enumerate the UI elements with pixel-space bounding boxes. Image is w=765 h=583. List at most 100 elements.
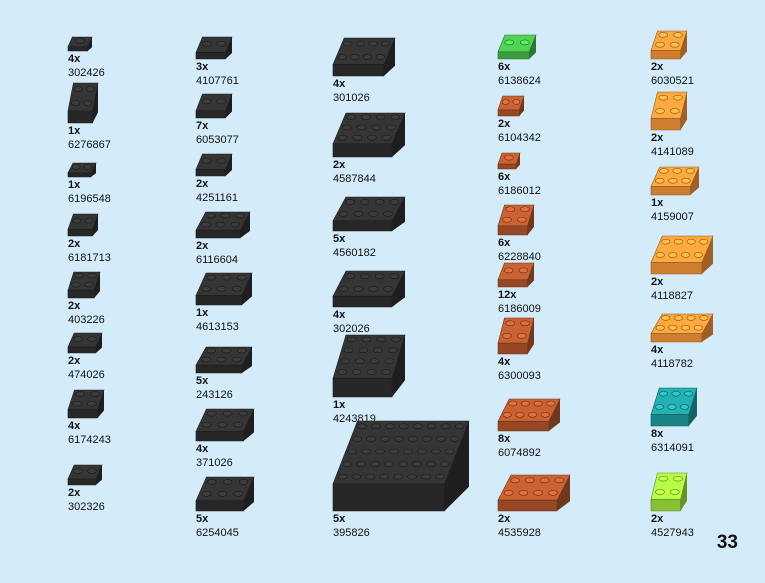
stud	[658, 32, 669, 38]
part-side	[690, 167, 699, 195]
stud	[376, 336, 387, 343]
stud	[83, 100, 93, 106]
stud	[221, 347, 232, 354]
part-number: 6276867	[68, 139, 111, 151]
stud	[346, 336, 357, 343]
part-quantity: 2x	[651, 513, 664, 525]
stud	[345, 199, 355, 205]
stud	[654, 404, 664, 410]
stud	[681, 252, 691, 258]
stud	[353, 211, 364, 217]
part-side	[95, 465, 102, 485]
part-quantity: 8x	[651, 428, 664, 440]
part-side	[92, 83, 98, 123]
stud	[671, 390, 681, 397]
stud	[201, 98, 212, 105]
stud	[389, 199, 400, 205]
part-icon	[195, 36, 233, 60]
stud	[238, 479, 249, 485]
stud	[686, 315, 696, 321]
part-quantity: 2x	[68, 238, 81, 250]
part-quantity: 1x	[196, 307, 209, 319]
stud	[655, 41, 665, 48]
stud	[237, 274, 247, 281]
part-front	[67, 229, 93, 237]
part-side	[225, 154, 232, 176]
stud	[435, 473, 445, 480]
stud	[221, 274, 232, 281]
stud	[201, 356, 211, 363]
stud	[222, 479, 233, 485]
stud	[206, 410, 217, 417]
stud	[417, 448, 427, 455]
stud	[72, 164, 81, 170]
part-number: 4118782	[651, 358, 693, 370]
stud	[389, 273, 400, 280]
part-side	[688, 388, 697, 426]
stud	[403, 448, 413, 455]
part-front	[332, 378, 393, 398]
part-number: 6181713	[68, 252, 111, 264]
stud	[83, 164, 92, 170]
stud	[238, 410, 249, 417]
part-quantity: 4x	[651, 344, 664, 356]
stud	[360, 273, 370, 280]
stud	[338, 286, 349, 292]
part-quantity: 5x	[196, 513, 209, 525]
stud	[516, 216, 527, 223]
stud	[86, 86, 95, 92]
part-quantity: 2x	[498, 118, 511, 130]
stud	[508, 400, 518, 407]
part-number: 4251161	[196, 192, 238, 204]
part-icon	[195, 408, 255, 442]
part-front	[332, 220, 393, 232]
stud	[206, 347, 217, 354]
part-quantity: 5x	[333, 513, 346, 525]
part-front	[67, 409, 98, 419]
stud	[525, 477, 535, 484]
stud	[222, 410, 233, 417]
part-side	[241, 273, 252, 305]
stud	[201, 157, 212, 164]
part-icon	[497, 152, 521, 170]
part-side	[557, 475, 570, 511]
stud	[361, 114, 371, 120]
stud	[361, 448, 371, 455]
stud	[206, 274, 217, 281]
part-number: 4141089	[651, 146, 694, 158]
part-quantity: 4x	[333, 78, 346, 90]
part-side	[680, 92, 687, 130]
stud	[516, 333, 527, 339]
stud	[381, 369, 392, 375]
part-side	[392, 271, 405, 307]
stud	[350, 54, 360, 60]
stud	[215, 221, 226, 228]
part-side	[90, 163, 96, 177]
stud	[684, 390, 694, 397]
stud	[673, 94, 683, 101]
part-icon	[497, 204, 535, 236]
part-number: 6104342	[498, 132, 541, 144]
part-icon	[332, 112, 406, 158]
stud	[505, 320, 516, 327]
part-number: 243126	[196, 389, 233, 401]
stud	[518, 267, 529, 274]
stud	[502, 411, 512, 418]
stud	[87, 468, 97, 474]
stud	[201, 285, 211, 292]
part-icon	[497, 317, 535, 355]
stud	[658, 475, 669, 482]
stud	[375, 54, 385, 60]
stud	[422, 436, 432, 442]
part-number: 4118827	[651, 290, 693, 302]
part-icon	[332, 270, 406, 308]
part-quantity: 2x	[68, 355, 81, 367]
part-number: 395826	[333, 527, 370, 539]
part-icon	[195, 272, 253, 306]
stud	[669, 489, 680, 495]
stud	[390, 114, 401, 120]
stud	[73, 336, 83, 342]
part-quantity: 4x	[498, 356, 511, 368]
stud	[658, 94, 669, 101]
